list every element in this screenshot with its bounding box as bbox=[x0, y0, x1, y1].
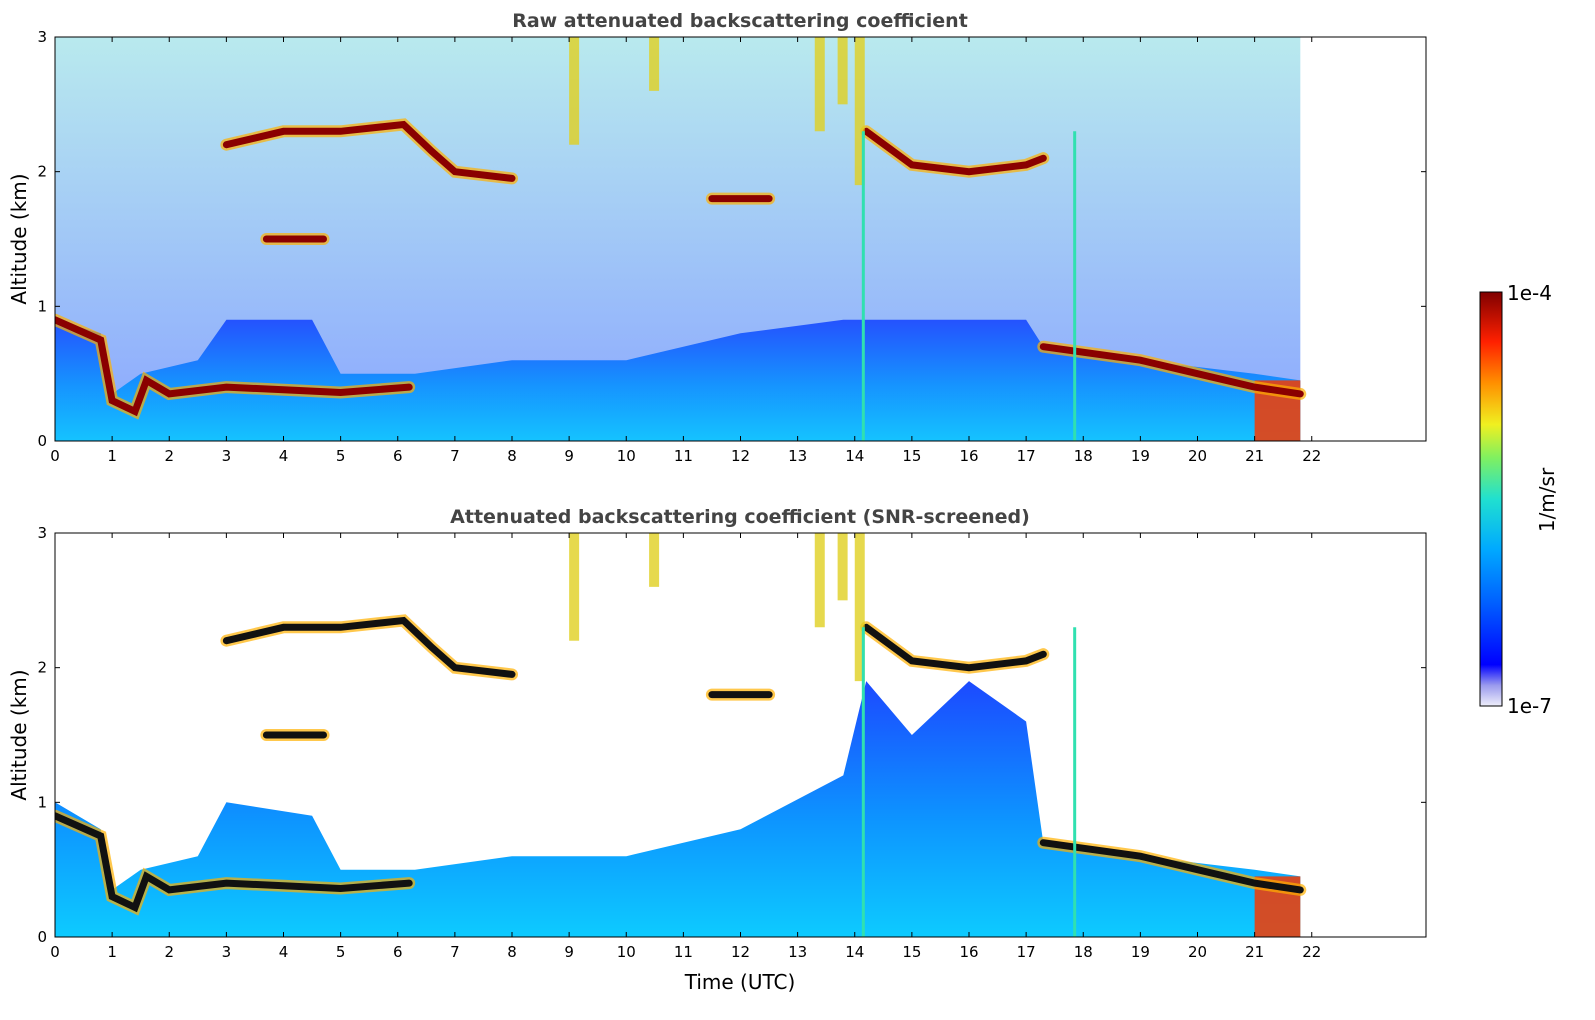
upper-streak bbox=[814, 533, 825, 628]
x-tick-label: 20 bbox=[1188, 943, 1207, 961]
x-tick-label: 22 bbox=[1302, 447, 1321, 465]
colorbar-gradient bbox=[1479, 291, 1503, 707]
panel-screened-xlabel: Time (UTC) bbox=[684, 970, 796, 994]
panel-raw: Raw attenuated backscattering coefficien… bbox=[7, 10, 1427, 465]
x-tick-label: 0 bbox=[50, 447, 60, 465]
upper-streak bbox=[649, 37, 660, 91]
x-tick-label: 13 bbox=[788, 447, 807, 465]
y-tick-label: 2 bbox=[37, 163, 47, 181]
cloud-layer bbox=[1039, 343, 1304, 398]
panel-raw-heatmap bbox=[55, 37, 1307, 441]
cloud-layer bbox=[222, 120, 516, 182]
x-tick-label: 12 bbox=[731, 943, 750, 961]
panel-screened-ylabel: Altitude (km) bbox=[7, 669, 31, 800]
panel-raw-ylabel: Altitude (km) bbox=[7, 173, 31, 304]
y-tick-label: 3 bbox=[37, 28, 47, 46]
upper-streak bbox=[854, 37, 865, 186]
x-tick-label: 20 bbox=[1188, 447, 1207, 465]
x-tick-label: 8 bbox=[507, 447, 517, 465]
x-tick-label: 21 bbox=[1245, 447, 1264, 465]
upper-streak bbox=[854, 533, 865, 682]
aerosol-layer bbox=[55, 319, 1301, 441]
upper-streak bbox=[837, 533, 848, 601]
x-tick-label: 2 bbox=[164, 447, 174, 465]
x-tick-label: 18 bbox=[1074, 447, 1093, 465]
x-tick-label: 19 bbox=[1131, 447, 1150, 465]
colorbar-max-label: 1e-4 bbox=[1507, 281, 1552, 305]
y-tick-label: 3 bbox=[37, 524, 47, 542]
x-tick-label: 3 bbox=[222, 447, 232, 465]
x-tick-label: 10 bbox=[617, 447, 636, 465]
x-tick-label: 7 bbox=[450, 943, 460, 961]
x-tick-label: 14 bbox=[845, 447, 864, 465]
x-tick-label: 5 bbox=[336, 447, 346, 465]
y-tick-label: 1 bbox=[37, 297, 47, 315]
x-tick-label: 22 bbox=[1302, 943, 1321, 961]
x-tick-label: 17 bbox=[1017, 943, 1036, 961]
x-tick-label: 8 bbox=[507, 943, 517, 961]
cloud-layer bbox=[862, 127, 1047, 176]
x-tick-label: 11 bbox=[674, 447, 693, 465]
x-tick-label: 13 bbox=[788, 943, 807, 961]
x-tick-label: 11 bbox=[674, 943, 693, 961]
x-tick-label: 4 bbox=[279, 447, 289, 465]
panel-screened-heatmap bbox=[55, 533, 1307, 937]
x-tick-label: 4 bbox=[279, 943, 289, 961]
x-tick-label: 18 bbox=[1074, 943, 1093, 961]
upper-streak bbox=[649, 533, 660, 587]
y-tick-label: 1 bbox=[37, 793, 47, 811]
cloud-layer bbox=[55, 812, 413, 913]
x-tick-label: 9 bbox=[564, 943, 574, 961]
x-tick-label: 17 bbox=[1017, 447, 1036, 465]
x-tick-label: 5 bbox=[336, 943, 346, 961]
x-tick-label: 14 bbox=[845, 943, 864, 961]
x-tick-label: 15 bbox=[902, 447, 921, 465]
x-tick-label: 21 bbox=[1245, 943, 1264, 961]
panel-screened-title: Attenuated backscattering coefficient (S… bbox=[450, 506, 1030, 528]
panel-screened: Attenuated backscattering coefficient (S… bbox=[7, 506, 1427, 994]
cloud-layer bbox=[55, 316, 413, 417]
x-tick-label: 10 bbox=[617, 943, 636, 961]
colorbar-unit-label: 1/m/sr bbox=[1535, 467, 1559, 532]
colorbar: 1e-4 1e-7 1/m/sr bbox=[1479, 281, 1559, 718]
y-tick-label: 0 bbox=[37, 928, 47, 946]
aerosol-layer bbox=[55, 681, 1301, 937]
x-tick-label: 16 bbox=[959, 447, 978, 465]
colorbar-min-label: 1e-7 bbox=[1507, 694, 1552, 718]
x-tick-label: 1 bbox=[107, 943, 117, 961]
cloud-layer bbox=[222, 616, 516, 678]
x-tick-label: 6 bbox=[393, 447, 403, 465]
x-tick-label: 0 bbox=[50, 943, 60, 961]
y-tick-label: 2 bbox=[37, 659, 47, 677]
x-tick-label: 6 bbox=[393, 943, 403, 961]
upper-streak bbox=[837, 37, 848, 105]
x-tick-label: 1 bbox=[107, 447, 117, 465]
x-tick-label: 19 bbox=[1131, 943, 1150, 961]
x-tick-label: 2 bbox=[164, 943, 174, 961]
y-tick-label: 0 bbox=[37, 432, 47, 450]
cloud-layer bbox=[862, 623, 1047, 672]
upper-streak bbox=[814, 37, 825, 132]
x-tick-label: 12 bbox=[731, 447, 750, 465]
x-tick-label: 16 bbox=[959, 943, 978, 961]
panel-raw-title: Raw attenuated backscattering coefficien… bbox=[512, 10, 968, 32]
x-tick-label: 3 bbox=[222, 943, 232, 961]
upper-streak bbox=[569, 533, 580, 641]
x-tick-label: 15 bbox=[902, 943, 921, 961]
cloud-layer bbox=[1039, 839, 1304, 894]
x-tick-label: 9 bbox=[564, 447, 574, 465]
x-tick-label: 7 bbox=[450, 447, 460, 465]
upper-streak bbox=[569, 37, 580, 145]
